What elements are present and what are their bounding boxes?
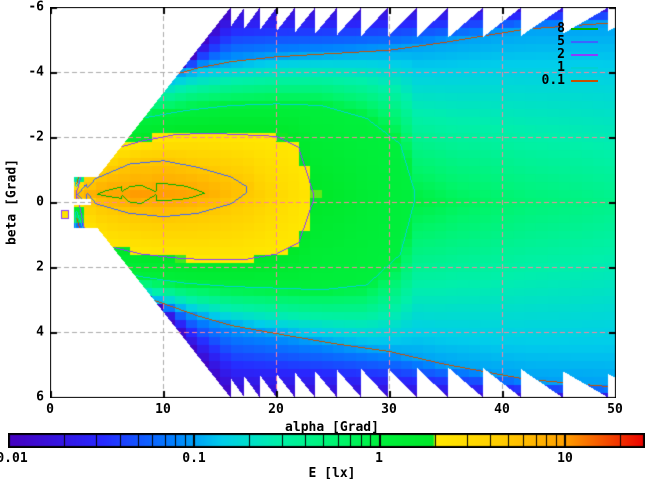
x-tick-label: 40 bbox=[494, 402, 510, 417]
y-tick-label: -6 bbox=[28, 0, 44, 15]
legend-entry: 2 bbox=[542, 48, 598, 61]
y-tick-label: 0 bbox=[36, 194, 44, 210]
y-tick-label: -4 bbox=[28, 64, 44, 80]
y-tick-label: 2 bbox=[36, 259, 44, 275]
legend-line-sample bbox=[571, 66, 598, 69]
legend-label: 1 bbox=[557, 60, 565, 75]
legend-line-sample bbox=[571, 27, 598, 30]
x-tick-label: 10 bbox=[155, 402, 171, 417]
colorbar-label: E [lx] bbox=[308, 466, 356, 481]
legend-entry: 1 bbox=[542, 61, 598, 74]
legend-line-sample bbox=[571, 53, 598, 56]
y-tick-label: 4 bbox=[36, 324, 44, 340]
y-tick-label: -2 bbox=[28, 129, 44, 145]
legend-line-sample bbox=[571, 40, 598, 43]
contour-legend: 8 5 2 1 0.1 bbox=[542, 22, 598, 87]
colorbar-tick-label: 10 bbox=[557, 451, 573, 466]
x-tick-label: 50 bbox=[607, 402, 623, 417]
x-axis-label: alpha [Grad] bbox=[285, 420, 379, 435]
legend-entry: 8 bbox=[542, 22, 598, 35]
heatmap-plot-area bbox=[50, 7, 616, 398]
colorbar-tick-label: 0.01 bbox=[0, 451, 28, 466]
legend-entry: 0.1 bbox=[542, 74, 598, 87]
x-tick-label: 30 bbox=[381, 402, 397, 417]
x-tick-label: 0 bbox=[46, 402, 54, 417]
x-tick-label: 20 bbox=[268, 402, 284, 417]
colorbar-tick-label: 1 bbox=[375, 451, 383, 466]
legend-entry: 5 bbox=[542, 35, 598, 48]
legend-label: 5 bbox=[557, 34, 565, 49]
legend-label: 2 bbox=[557, 47, 565, 62]
colorbar bbox=[8, 433, 645, 448]
legend-label: 0.1 bbox=[541, 73, 565, 88]
colorbar-tick-label: 0.1 bbox=[182, 451, 206, 466]
legend-line-sample bbox=[571, 79, 598, 82]
legend-label: 8 bbox=[557, 21, 565, 36]
y-axis-label: beta [Grad] bbox=[4, 158, 20, 246]
y-tick-label: 6 bbox=[36, 389, 44, 405]
